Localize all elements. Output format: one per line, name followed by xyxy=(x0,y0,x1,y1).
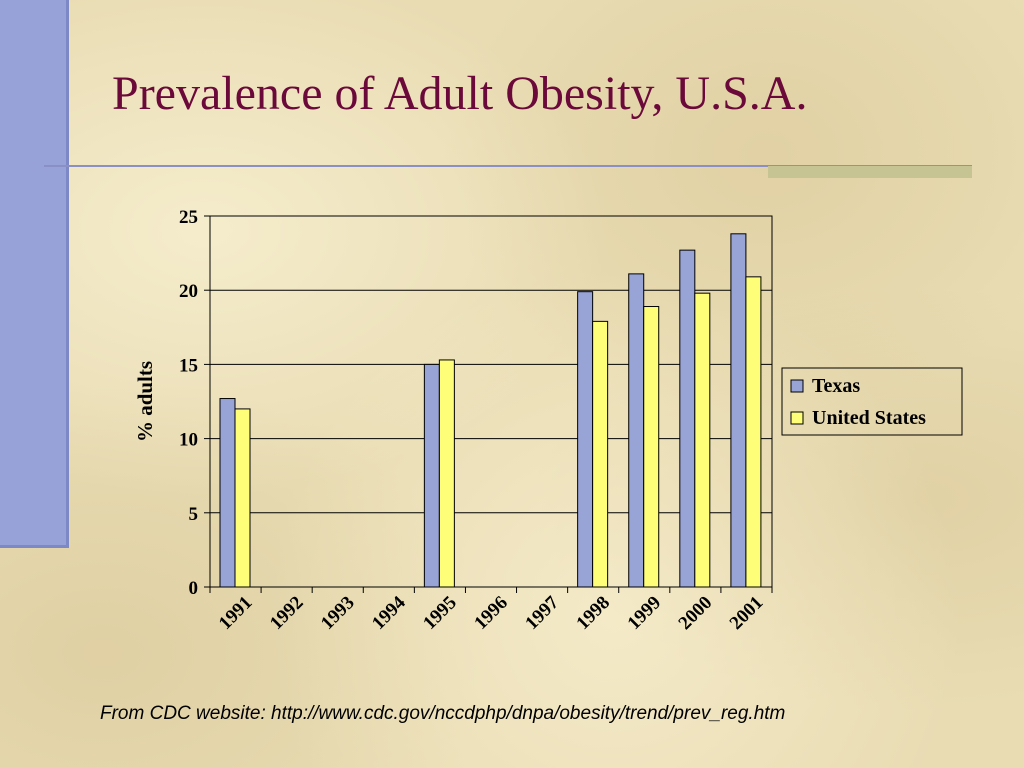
bar-united-states-1999 xyxy=(643,306,660,588)
bar-united-states-2001 xyxy=(745,276,762,588)
bar-united-states-1995 xyxy=(438,359,455,588)
x-tick-label: 1997 xyxy=(521,592,563,634)
x-tick-label: 1998 xyxy=(572,592,614,634)
legend-swatch-0 xyxy=(790,379,804,393)
source-citation: From CDC website: http://www.cdc.gov/ncc… xyxy=(100,703,786,724)
bar-united-states-2000 xyxy=(694,292,711,588)
x-tick-label: 2000 xyxy=(675,592,717,634)
y-tick-label: 10 xyxy=(179,430,198,451)
bar-united-states-1991 xyxy=(234,408,251,588)
y-tick-label: 5 xyxy=(189,504,199,525)
bar-texas-2000 xyxy=(679,249,696,588)
title-accent-block xyxy=(768,166,972,178)
plot-area-border xyxy=(209,215,773,588)
x-tick-label: 2001 xyxy=(726,592,768,634)
bar-united-states-1998 xyxy=(592,320,609,588)
x-tick-label: 1991 xyxy=(215,592,257,634)
slide-title: Prevalence of Adult Obesity, U.S.A. xyxy=(112,67,808,120)
left-accent-bar xyxy=(0,0,69,548)
legend-swatch-1 xyxy=(790,411,804,425)
bar-texas-1995 xyxy=(423,363,440,588)
legend-label: United States xyxy=(812,407,926,429)
title-divider xyxy=(44,165,972,167)
y-axis-title: % adults xyxy=(133,361,157,442)
x-tick-label: 1993 xyxy=(317,592,359,634)
bar-texas-1998 xyxy=(577,291,594,588)
bar-texas-1991 xyxy=(219,398,236,588)
x-tick-label: 1994 xyxy=(368,592,410,634)
legend-box xyxy=(781,367,963,436)
bar-texas-2001 xyxy=(730,233,747,588)
bar-texas-1999 xyxy=(628,273,645,588)
x-tick-label: 1996 xyxy=(470,592,512,634)
x-tick-label: 1999 xyxy=(624,592,666,634)
x-tick-label: 1995 xyxy=(419,592,461,634)
legend-label: Texas xyxy=(812,375,860,397)
y-tick-label: 20 xyxy=(179,281,198,302)
y-tick-label: 15 xyxy=(179,355,198,376)
y-tick-label: 0 xyxy=(189,578,199,599)
y-tick-label: 25 xyxy=(179,207,198,228)
x-tick-label: 1992 xyxy=(266,592,308,634)
